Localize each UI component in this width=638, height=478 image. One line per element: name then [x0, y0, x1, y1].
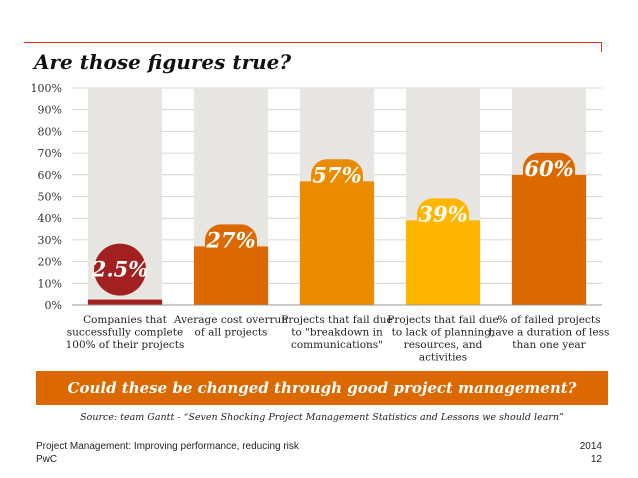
bar	[87, 299, 163, 305]
bar-chart: 0% 10% 20% 30% 40% 50% 60% 70% 80% 90% 100% 2.5% Com…	[31, 82, 610, 364]
bar	[511, 174, 587, 305]
y-tick-label: 80%	[38, 125, 62, 138]
y-tick-label: 0%	[45, 299, 62, 312]
y-tick-label: 90%	[38, 104, 62, 117]
category-label: Projects that fail due	[281, 314, 392, 326]
source-note: Source: team Gantt - “Seven Shocking Pro…	[80, 412, 564, 423]
data-label: 39%	[418, 201, 467, 226]
category-label: to lack of planning,	[392, 327, 495, 339]
data-label: 2.5%	[91, 257, 149, 282]
footer-right: 2014 12	[580, 440, 602, 466]
data-label: 57%	[312, 162, 361, 187]
footer-left: Project Management: Improving performanc…	[36, 440, 299, 466]
category-label: of all projects	[195, 327, 268, 339]
bar	[299, 181, 375, 305]
top-rule	[24, 42, 602, 43]
y-tick-label: 30%	[38, 234, 62, 247]
y-tick-label: 20%	[38, 256, 62, 269]
y-tick-label: 40%	[38, 212, 62, 225]
y-tick-label: 100%	[31, 82, 62, 95]
category-label: communications"	[291, 339, 383, 351]
page-number: 12	[590, 454, 602, 465]
category-label: Projects that fail due	[387, 314, 498, 326]
value-tag	[523, 152, 575, 185]
bar	[405, 220, 481, 305]
category-label: Companies that	[83, 314, 168, 326]
category-label: resources, and	[404, 339, 483, 351]
category-label: have a duration of less	[489, 327, 610, 339]
data-label: 60%	[524, 156, 573, 181]
footer-year: 2014	[579, 441, 602, 452]
y-tick-label: 10%	[38, 277, 62, 290]
y-tick-label: 60%	[38, 169, 62, 182]
category-label: successfully complete	[67, 327, 183, 339]
value-tag	[417, 198, 469, 231]
footer-subtitle: Project Management: Improving performanc…	[36, 441, 299, 452]
value-bubble	[94, 243, 146, 296]
category-label: % of failed projects	[497, 314, 600, 326]
value-tag	[311, 159, 363, 192]
category-label: activities	[419, 352, 467, 364]
category-label: to "breakdown in	[291, 327, 383, 339]
data-label: 27%	[205, 227, 255, 252]
category-label: Average cost overrun	[173, 314, 288, 326]
y-tick-label: 50%	[38, 191, 62, 204]
value-tag	[205, 224, 257, 257]
category-label: than one year	[512, 339, 586, 351]
question-banner: Could these be changed through good proj…	[36, 371, 608, 405]
footer-company: PwC	[36, 454, 58, 465]
chart-title: Are those figures true?	[34, 50, 292, 74]
top-rule-tick	[601, 42, 602, 52]
y-tick-label: 70%	[38, 147, 62, 160]
category-label: 100% of their projects	[66, 339, 185, 351]
